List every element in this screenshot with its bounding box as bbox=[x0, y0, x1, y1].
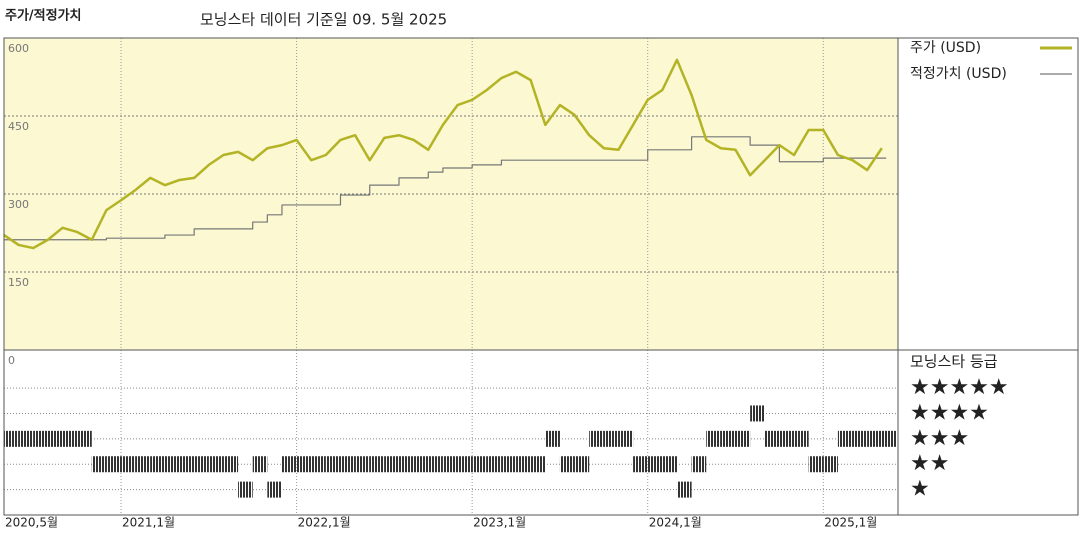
rating-title: 모닝스타 등급 bbox=[910, 353, 998, 371]
frame bbox=[3, 37, 1079, 516]
rating-bar bbox=[340, 456, 356, 473]
rating-bar bbox=[208, 456, 224, 473]
y-tick-label: 450 bbox=[8, 120, 29, 133]
rating-bar bbox=[603, 430, 619, 447]
rating-bar bbox=[618, 430, 634, 447]
rating-bar bbox=[62, 430, 78, 447]
rating-label: ★★★★★ bbox=[910, 375, 1009, 400]
rating-bar bbox=[369, 456, 385, 473]
rating-bar bbox=[574, 456, 590, 473]
rating-bar bbox=[589, 430, 604, 447]
series-line bbox=[3, 58, 883, 250]
x-tick-label: 2022,1월 bbox=[298, 516, 351, 530]
rating-bar bbox=[281, 456, 297, 473]
series-line bbox=[4, 136, 887, 241]
rating-bar bbox=[457, 456, 473, 473]
rating-bar bbox=[238, 481, 253, 498]
rating-bar bbox=[691, 456, 707, 473]
y-tick-label: 150 bbox=[8, 276, 29, 289]
y-tick-label: 0 bbox=[8, 354, 15, 367]
rating-bar bbox=[252, 456, 268, 473]
rating-bar bbox=[559, 456, 575, 473]
rating-label: ★★ bbox=[910, 451, 949, 476]
rating-label: ★★★★ bbox=[910, 400, 989, 425]
rating-bar bbox=[325, 456, 341, 473]
rating-bar bbox=[472, 456, 487, 473]
rating-bar bbox=[428, 456, 443, 473]
rating-bar bbox=[150, 456, 165, 473]
legend-label: 주가 (USD) bbox=[910, 40, 981, 56]
rating-bar bbox=[837, 430, 853, 447]
rating-bar bbox=[399, 456, 414, 473]
rating-bar bbox=[47, 430, 63, 447]
rating-bar bbox=[91, 456, 107, 473]
rating-bar bbox=[4, 430, 19, 447]
legend-label: 적정가치 (USD) bbox=[910, 66, 1007, 82]
x-tick-label: 2025,1월 bbox=[824, 516, 877, 530]
rating-bar bbox=[33, 430, 48, 447]
rating-bar bbox=[808, 456, 824, 473]
rating-bar bbox=[764, 430, 780, 447]
rating-bar bbox=[545, 430, 560, 447]
rating-bar bbox=[647, 456, 663, 473]
rating-bar bbox=[516, 456, 531, 473]
rating-bar bbox=[794, 430, 809, 447]
x-tick-label: 2024,1월 bbox=[649, 516, 702, 530]
rating-bar bbox=[486, 456, 502, 473]
chart-subtitle: 모닝스타 데이터 기준일 09. 5월 2025 bbox=[200, 11, 447, 29]
rating-bar bbox=[530, 456, 546, 473]
rating-bar bbox=[735, 430, 751, 447]
x-tick-label: 2021,1월 bbox=[122, 516, 175, 530]
rating-bar bbox=[720, 430, 736, 447]
rating-bar bbox=[384, 456, 400, 473]
rating-bar bbox=[676, 481, 692, 498]
rating-bar bbox=[852, 430, 868, 447]
rating-bar bbox=[296, 456, 312, 473]
x-tick-label: 2020,5월 bbox=[5, 516, 58, 530]
rating-bar bbox=[135, 456, 151, 473]
chart-title: 주가/적정가치 bbox=[5, 8, 82, 24]
x-tick-label: 2023,1월 bbox=[473, 516, 526, 530]
rating-bar bbox=[779, 430, 795, 447]
rating-bar bbox=[223, 456, 239, 473]
rating-bar bbox=[823, 456, 838, 473]
y-tick-label: 300 bbox=[8, 198, 29, 211]
rating-bar bbox=[355, 456, 370, 473]
rating-bar bbox=[179, 456, 195, 473]
rating-bar bbox=[106, 456, 122, 473]
rating-bar bbox=[881, 430, 897, 447]
rating-bar bbox=[77, 430, 92, 447]
rating-bar bbox=[633, 456, 648, 473]
rating-bar bbox=[413, 456, 429, 473]
rating-bar bbox=[18, 430, 34, 447]
rating-bar bbox=[311, 456, 326, 473]
rating-bar bbox=[121, 456, 136, 473]
y-tick-label: 600 bbox=[8, 42, 29, 55]
rating-bar bbox=[867, 430, 882, 447]
plot-background bbox=[4, 38, 898, 350]
rating-label: ★ bbox=[910, 477, 930, 502]
rating-bar bbox=[501, 456, 517, 473]
rating-bar bbox=[750, 405, 765, 422]
rating-bar bbox=[194, 456, 209, 473]
rating-bar bbox=[662, 456, 677, 473]
rating-bar bbox=[442, 456, 458, 473]
rating-bar bbox=[706, 430, 721, 447]
rating-bar bbox=[267, 481, 282, 498]
rating-bar bbox=[164, 456, 180, 473]
rating-label: ★★★ bbox=[910, 426, 969, 451]
